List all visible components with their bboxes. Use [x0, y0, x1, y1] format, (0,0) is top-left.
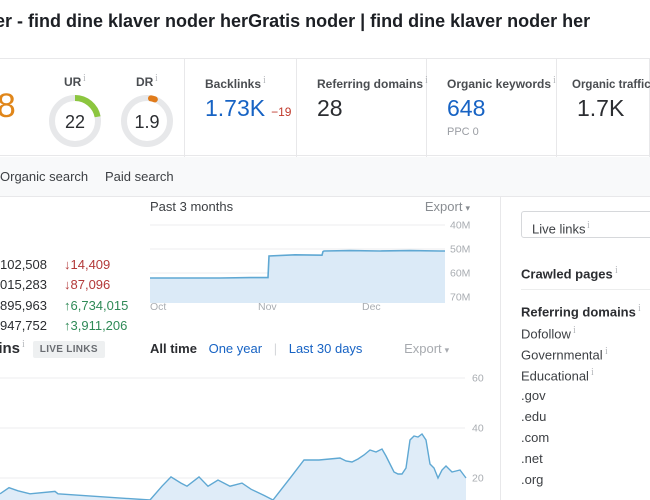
- svg-text:40M: 40M: [450, 220, 470, 232]
- svg-text:40: 40: [472, 423, 484, 435]
- svg-text:70M: 70M: [450, 292, 470, 304]
- svg-text:60M: 60M: [450, 268, 470, 280]
- svg-text:50M: 50M: [450, 244, 470, 256]
- svg-text:Nov: Nov: [258, 301, 277, 313]
- svg-text:60: 60: [472, 373, 484, 385]
- svg-text:Oct: Oct: [150, 301, 166, 313]
- svg-text:20: 20: [472, 473, 484, 485]
- svg-text:Dec: Dec: [362, 301, 381, 313]
